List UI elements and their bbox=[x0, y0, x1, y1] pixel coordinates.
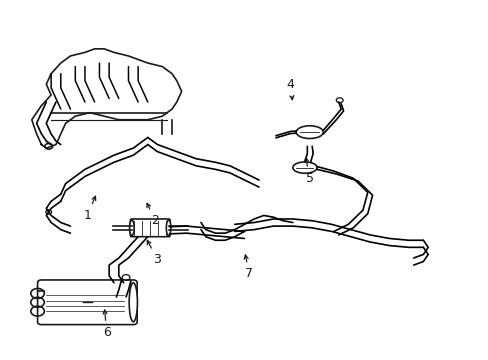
Text: 2: 2 bbox=[147, 203, 159, 227]
Ellipse shape bbox=[129, 220, 134, 236]
Ellipse shape bbox=[166, 220, 170, 236]
Ellipse shape bbox=[292, 162, 316, 173]
FancyBboxPatch shape bbox=[130, 219, 170, 237]
Ellipse shape bbox=[129, 283, 137, 322]
Ellipse shape bbox=[296, 126, 323, 139]
Text: 4: 4 bbox=[286, 78, 294, 100]
Text: 6: 6 bbox=[102, 310, 110, 339]
Text: 1: 1 bbox=[83, 196, 96, 222]
FancyBboxPatch shape bbox=[38, 280, 137, 325]
Text: 5: 5 bbox=[304, 158, 313, 185]
Text: 7: 7 bbox=[244, 255, 253, 280]
Text: 3: 3 bbox=[147, 240, 161, 266]
